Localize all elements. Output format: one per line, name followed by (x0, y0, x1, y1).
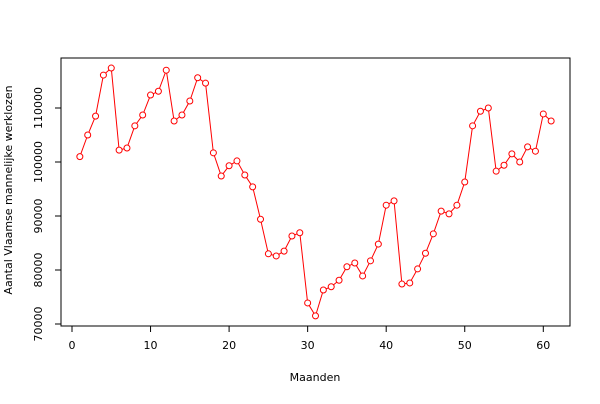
x-tick-label: 10 (144, 339, 158, 352)
data-point (469, 122, 477, 130)
x-tick-label: 30 (301, 339, 315, 352)
data-point (217, 172, 225, 180)
data-point (524, 143, 532, 151)
data-point (257, 215, 265, 223)
data-point (139, 111, 147, 119)
data-point (154, 87, 162, 95)
data-point (335, 276, 343, 284)
data-point (492, 167, 500, 175)
data-point (374, 240, 382, 248)
data-point (539, 110, 547, 118)
y-tick-label: 100000 (32, 141, 45, 183)
x-tick-label: 60 (536, 339, 550, 352)
data-point (296, 229, 304, 237)
data-point (366, 257, 374, 265)
data-point (382, 201, 390, 209)
data-point (147, 91, 155, 99)
y-axis-label: Aantal Vlaamse mannelijke werklozen (2, 85, 15, 294)
data-point (170, 117, 178, 125)
plot-frame (60, 57, 571, 327)
data-point (131, 122, 139, 130)
data-point (233, 157, 241, 165)
data-point (272, 252, 280, 260)
data-point (312, 312, 319, 320)
data-point (84, 131, 92, 139)
data-point (99, 71, 107, 79)
data-point (194, 74, 202, 82)
data-point (508, 150, 516, 158)
data-line (79, 67, 552, 318)
data-point (421, 249, 429, 257)
data-point (76, 153, 84, 161)
data-point (92, 112, 100, 120)
y-tick-label: 70000 (32, 307, 45, 342)
x-axis-label: Maanden (290, 371, 341, 384)
data-point (304, 299, 312, 307)
x-tick-label: 20 (222, 339, 236, 352)
y-tick-label: 90000 (32, 199, 45, 234)
data-point (453, 201, 461, 209)
data-point (445, 210, 453, 218)
data-point (107, 64, 115, 72)
data-point (178, 111, 186, 119)
data-point (351, 259, 359, 267)
data-point (500, 161, 508, 169)
data-point (461, 178, 469, 186)
data-point (516, 158, 524, 166)
data-point (241, 171, 249, 179)
data-point (476, 107, 484, 115)
data-point (547, 117, 555, 125)
data-point (225, 162, 233, 170)
x-tick-label: 50 (458, 339, 472, 352)
data-point (186, 97, 194, 105)
data-point (429, 230, 437, 238)
data-point (414, 265, 422, 273)
y-tick-label: 110000 (32, 87, 45, 129)
data-point (484, 104, 492, 112)
data-point (264, 250, 272, 258)
data-point (115, 146, 123, 154)
data-point (288, 232, 296, 240)
data-point (398, 280, 406, 288)
x-tick-label: 40 (379, 339, 393, 352)
data-point (209, 149, 217, 157)
data-point (343, 263, 351, 271)
data-point (359, 272, 367, 280)
y-tick-label: 80000 (32, 253, 45, 288)
data-point (202, 79, 210, 87)
data-point (531, 147, 539, 155)
data-point (319, 286, 327, 294)
data-point (327, 283, 335, 291)
data-point (123, 144, 131, 152)
data-point (162, 66, 170, 74)
data-point (280, 247, 288, 255)
x-tick-label: 0 (68, 339, 75, 352)
data-point (390, 197, 398, 205)
data-point (249, 183, 257, 191)
data-point (437, 207, 445, 215)
data-point (406, 279, 414, 287)
